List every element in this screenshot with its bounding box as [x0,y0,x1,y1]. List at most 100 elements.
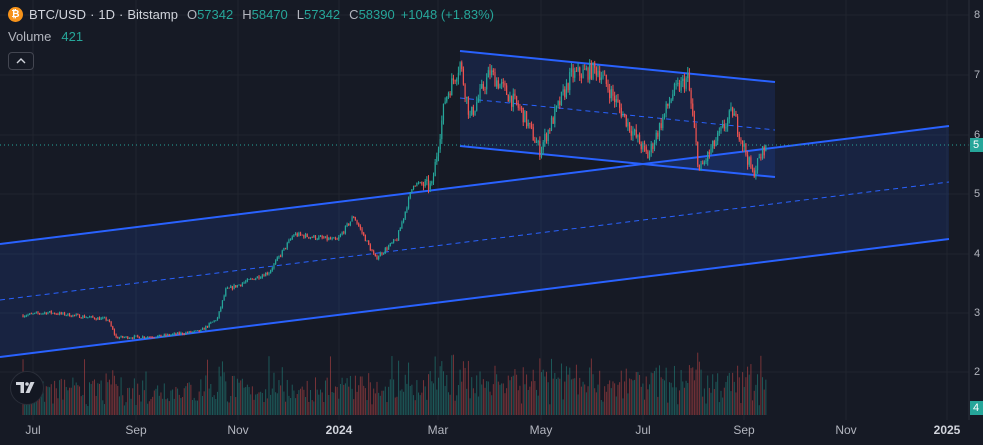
volume-bar [245,387,247,415]
volume-bar [444,385,446,415]
candle-body [670,99,672,103]
candle-body [582,69,584,78]
candle-body [263,275,265,277]
candle-body [270,270,272,274]
open-value: 57342 [197,6,234,22]
volume-bar [228,402,230,415]
volume-bar [693,380,695,415]
candle-body [231,286,234,290]
candle-body [414,185,416,187]
candle-body [384,248,386,253]
volume-bar [356,391,358,415]
candle-body [472,106,474,115]
candle-body [333,237,335,239]
candle-body [703,161,705,165]
volume-bar [649,384,651,415]
tradingview-logo-icon[interactable] [10,371,44,405]
volume-bar [484,387,486,415]
volume-bar [329,356,331,415]
volume-bar [743,387,745,415]
candle-body [353,217,355,219]
volume-bar [225,381,227,415]
volume-bar [477,396,479,415]
volume-bar [431,381,433,415]
candle-body [502,82,504,84]
volume-bar [238,382,240,415]
candle-body [494,71,496,87]
candle-body [520,107,523,109]
volume-bar [436,389,438,415]
candle-body [383,252,385,255]
candle-body [421,182,423,185]
candle-body [374,253,376,257]
volume-bar [634,379,636,415]
volume-bar [722,397,724,415]
candle-body [85,317,87,319]
interval-label[interactable]: 1D [98,6,116,22]
volume-bar [580,386,582,415]
volume-bar [270,394,272,415]
candle-body [675,83,677,85]
drawings-channels[interactable] [0,50,950,358]
candle-body [476,102,478,111]
candle-body [314,235,317,240]
volume-bar [363,385,365,415]
volume-bar [644,399,646,415]
candle-body [585,68,587,70]
volume-bar [519,385,521,415]
volume-bar [692,367,694,415]
volume-bar [253,399,255,415]
candle-body [258,276,260,279]
volume-bar [688,365,690,415]
candle-body [356,220,358,224]
candle-body [680,81,682,91]
candle-body [604,74,606,76]
volume-bar [220,376,222,415]
candle-body [539,141,541,157]
candle-body [65,315,67,316]
volume-bar [135,404,137,415]
volume-bar [717,373,719,415]
volume-bar [587,386,589,415]
volume-bar [605,391,607,415]
candle-body [577,67,579,71]
candle-body [452,78,455,81]
price-axis-label: 4 [974,248,981,260]
candle-body [150,336,152,338]
price-axis-label: 2 [974,366,981,378]
volume-bar [707,375,709,415]
volume-bar [74,385,76,415]
candle-body [638,135,641,145]
symbol-name[interactable]: BTC/USD [29,6,87,22]
candle-body [323,237,325,239]
candle-body [615,99,617,103]
candle-body [175,333,177,335]
chevron-up-icon [16,58,26,64]
volume-bar [261,392,263,415]
volume-bar [615,396,617,415]
volume-bar [87,406,89,415]
candle-body [296,233,298,237]
volume-bar [639,374,641,415]
candle-body [213,320,215,322]
candle-body [45,312,47,315]
volume-bar [368,373,370,415]
candle-body [657,132,659,137]
volume-bar [112,370,114,415]
candle-body [540,149,543,157]
volume-bar [173,398,175,415]
volume-bar [389,379,391,415]
volume-bar [647,389,649,415]
volume-bar [472,388,474,415]
volume-bars [22,352,767,415]
volume-bar [193,397,195,415]
volume-bar [346,378,348,415]
volume-bar [250,394,252,415]
time-axis-label: 2025 [933,423,961,437]
volume-bar [59,380,61,415]
candle-body [63,312,66,316]
candle-body [662,117,664,129]
collapse-legend-button[interactable] [8,52,34,70]
volume-bar [760,355,762,415]
